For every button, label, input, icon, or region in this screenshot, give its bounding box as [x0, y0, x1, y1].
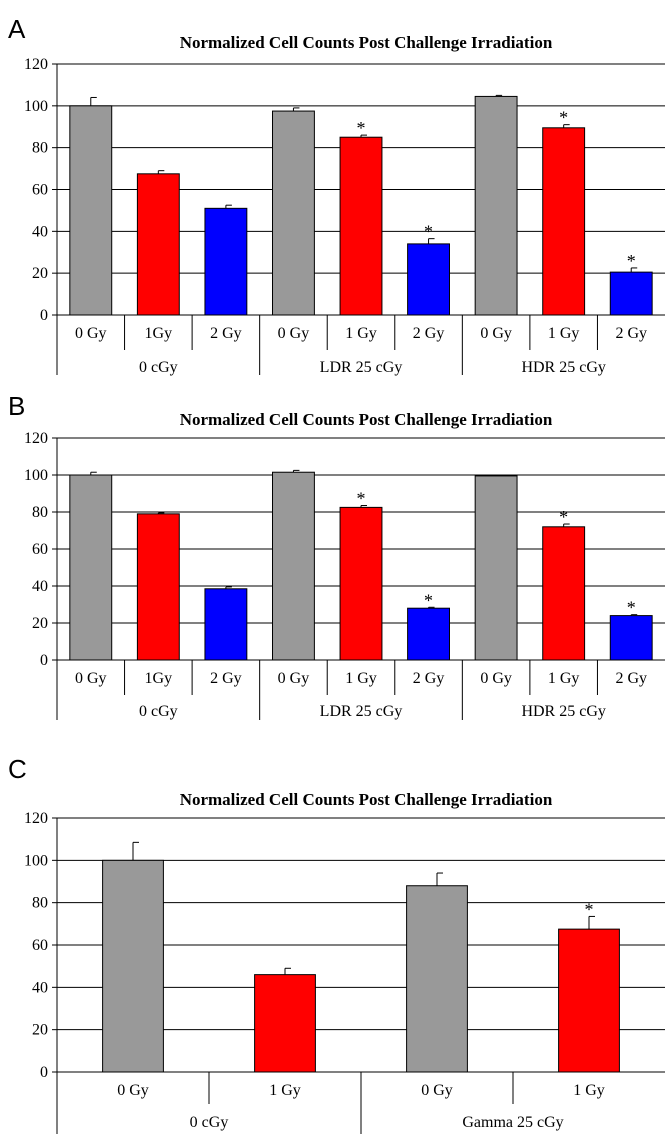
- x-tick-label: 1 Gy: [269, 1082, 301, 1099]
- bar: [474, 95, 518, 316]
- significance-mark: *: [424, 222, 433, 242]
- y-tick-label: 0: [40, 307, 48, 324]
- bar: [69, 105, 113, 316]
- bar: [136, 173, 180, 316]
- x-tick-label: 0 Gy: [480, 325, 512, 342]
- y-tick-label: 20: [32, 1022, 48, 1039]
- chart-panel-a: A Normalized Cell Counts Post Challenge I…: [8, 14, 665, 376]
- group-label: 0 cGy: [139, 703, 178, 720]
- x-tick-label: 1 Gy: [548, 325, 580, 342]
- bar: [558, 928, 620, 1073]
- significance-mark: *: [585, 899, 594, 919]
- panel-letter: C: [8, 754, 27, 784]
- y-tick-label: 100: [24, 98, 48, 115]
- x-tick-label: 2 Gy: [615, 325, 647, 342]
- x-tick-label: 2 Gy: [413, 325, 445, 342]
- y-tick-label: 80: [32, 140, 48, 157]
- y-tick-label: 120: [24, 56, 48, 73]
- bar: [254, 974, 316, 1073]
- y-tick-label: 20: [32, 615, 48, 632]
- x-tick-label: 0 Gy: [480, 670, 512, 687]
- group-label: 0 cGy: [190, 1114, 229, 1131]
- chart-panel-b: B Normalized Cell Counts Post Challenge I…: [8, 391, 665, 720]
- x-tick-label: 0 Gy: [421, 1082, 453, 1099]
- x-tick-label: 1 Gy: [548, 670, 580, 687]
- y-tick-label: 20: [32, 265, 48, 282]
- x-tick-label: 0 Gy: [75, 325, 107, 342]
- group-label: Gamma 25 cGy: [462, 1114, 563, 1131]
- significance-mark: *: [559, 108, 568, 128]
- y-tick-label: 60: [32, 541, 48, 558]
- group-label: 0 cGy: [139, 359, 178, 376]
- x-tick-label: 1 Gy: [573, 1082, 605, 1099]
- y-tick-label: 40: [32, 223, 48, 240]
- bar: [407, 607, 450, 661]
- significance-mark: *: [357, 118, 366, 138]
- x-tick-label: 2 Gy: [210, 670, 242, 687]
- bar: [272, 471, 315, 661]
- x-tick-label: 2 Gy: [210, 325, 242, 342]
- bar: [609, 271, 653, 316]
- y-tick-label: 100: [24, 467, 48, 484]
- chart-panel-c: C Normalized Cell Counts Post Challenge I…: [8, 754, 665, 1134]
- panel-letter: B: [8, 391, 25, 421]
- y-tick-label: 0: [40, 652, 48, 669]
- bar: [407, 243, 450, 316]
- y-tick-label: 80: [32, 895, 48, 912]
- y-tick-label: 40: [32, 578, 48, 595]
- y-tick-label: 80: [32, 504, 48, 521]
- x-tick-label: 2 Gy: [615, 670, 647, 687]
- y-tick-label: 0: [40, 1064, 48, 1081]
- significance-mark: *: [627, 598, 636, 618]
- bar: [136, 513, 180, 661]
- group-label: HDR 25 cGy: [521, 359, 605, 376]
- group-label: LDR 25 cGy: [320, 359, 403, 376]
- bar: [204, 207, 248, 316]
- bar: [102, 859, 164, 1073]
- x-tick-label: 0 Gy: [278, 325, 310, 342]
- panel-letter: A: [8, 14, 26, 44]
- bar: [542, 127, 586, 316]
- group-label: LDR 25 cGy: [320, 703, 403, 720]
- y-tick-label: 100: [24, 852, 48, 869]
- x-tick-label: 1 Gy: [345, 670, 377, 687]
- group-label: HDR 25 cGy: [521, 703, 605, 720]
- y-tick-label: 60: [32, 182, 48, 199]
- bar: [339, 136, 383, 316]
- y-tick-label: 120: [24, 810, 48, 827]
- x-tick-label: 1Gy: [145, 325, 173, 342]
- bar: [272, 110, 315, 316]
- bar: [69, 474, 113, 661]
- y-tick-label: 120: [24, 430, 48, 447]
- bar: [542, 526, 586, 661]
- bar: [339, 506, 383, 661]
- significance-mark: *: [559, 507, 568, 527]
- x-tick-label: 0 Gy: [278, 670, 310, 687]
- y-tick-label: 60: [32, 937, 48, 954]
- significance-mark: *: [627, 251, 636, 271]
- bar: [609, 615, 653, 661]
- bar: [474, 475, 518, 661]
- x-tick-label: 1Gy: [145, 670, 173, 687]
- x-tick-label: 0 Gy: [117, 1082, 149, 1099]
- chart-title: Normalized Cell Counts Post Challenge Ir…: [180, 790, 553, 809]
- x-tick-label: 1 Gy: [345, 325, 377, 342]
- significance-mark: *: [357, 489, 366, 509]
- x-tick-label: 2 Gy: [413, 670, 445, 687]
- chart-title: Normalized Cell Counts Post Challenge Ir…: [180, 410, 553, 429]
- significance-mark: *: [424, 590, 433, 610]
- x-tick-label: 0 Gy: [75, 670, 107, 687]
- chart-title: Normalized Cell Counts Post Challenge Ir…: [180, 33, 553, 52]
- bar: [406, 885, 468, 1073]
- y-tick-label: 40: [32, 979, 48, 996]
- bar: [204, 588, 248, 661]
